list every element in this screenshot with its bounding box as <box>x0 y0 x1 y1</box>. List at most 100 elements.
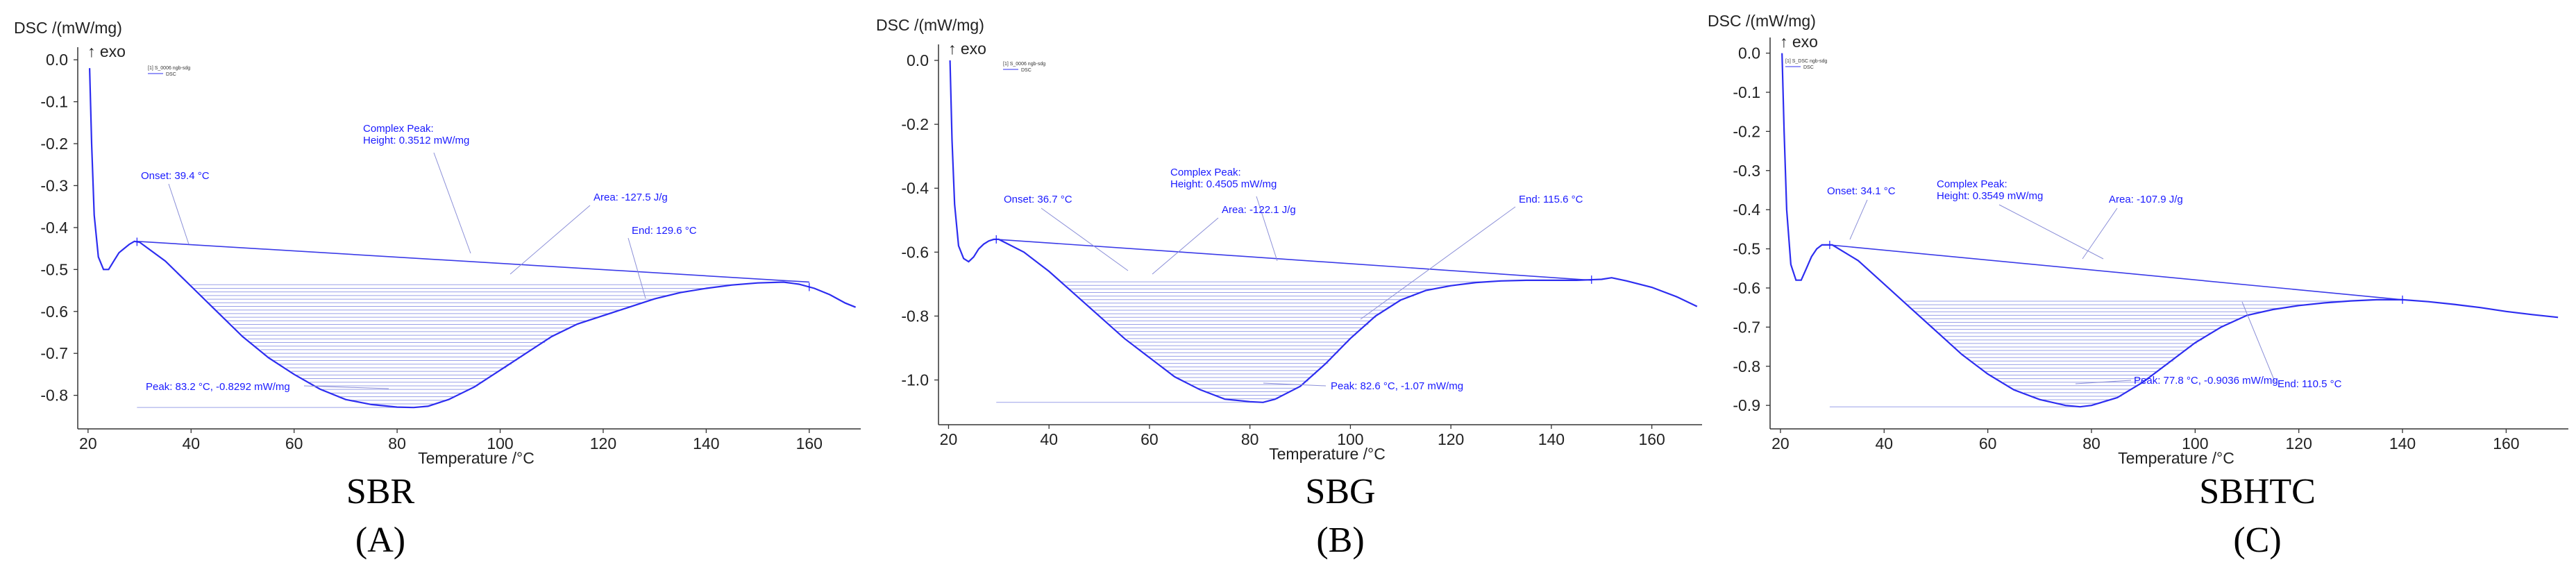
complex-peak-leader <box>1256 196 1278 262</box>
x-tick-label: 100 <box>487 434 513 452</box>
y-tick-label: -0.6 <box>901 243 929 261</box>
y-tick-label: -0.2 <box>1733 122 1760 140</box>
y-tick-label: -0.1 <box>40 93 68 111</box>
onset-label: Onset: 34.1 °C <box>1827 185 1896 197</box>
peak-label: Peak: 82.6 °C, -1.07 mW/mg <box>1331 380 1463 392</box>
x-tick-label: 140 <box>1538 430 1565 448</box>
exo-direction-label: ↑ exo <box>87 42 126 60</box>
end-leader <box>1360 206 1516 320</box>
exo-direction-label: ↑ exo <box>1780 33 1818 51</box>
legend-series-label: DSC <box>1803 65 1814 70</box>
peak-annotations: Complex Peak:Height: 0.4505 mW/mg Onset: … <box>1004 167 1583 392</box>
y-tick-label: -0.5 <box>40 260 68 278</box>
x-tick-label: 160 <box>796 434 823 452</box>
y-tick-label: -0.8 <box>901 307 929 325</box>
y-tick-label: -0.3 <box>40 176 68 194</box>
area-label: Area: -127.5 J/g <box>594 192 668 203</box>
onset-label: Onset: 39.4 °C <box>141 170 210 182</box>
peak-label: Peak: 77.8 °C, -0.9036 mW/mg <box>2134 375 2278 387</box>
peak-area-hatching <box>137 284 736 408</box>
dsc-curve <box>949 60 1698 403</box>
y-axis-label: DSC /(mW/mg) <box>1708 12 1816 30</box>
x-axis-label: Temperature /°C <box>1269 445 1386 463</box>
area-label: Area: -122.1 J/g <box>1222 204 1296 216</box>
y-tick-label: -0.9 <box>1733 396 1760 414</box>
x-tick-label: 40 <box>182 434 200 452</box>
y-tick-label: -0.1 <box>1733 83 1760 101</box>
y-axis-label: DSC /(mW/mg) <box>14 19 122 37</box>
y-tick-label: -0.6 <box>40 303 68 321</box>
x-tick-label: 40 <box>1875 434 1893 452</box>
x-tick-label: 140 <box>2389 434 2416 452</box>
peak-leader <box>303 385 389 389</box>
y-tick-label: -0.4 <box>901 179 929 197</box>
onset-label: Onset: 36.7 °C <box>1004 194 1072 205</box>
y-tick-label: -0.4 <box>1733 201 1760 219</box>
peak-annotations: Complex Peak:Height: 0.3549 mW/mg Onset: … <box>1827 178 2342 390</box>
x-tick-label: 100 <box>1337 430 1363 448</box>
dsc-curve <box>1781 53 2559 408</box>
x-tick-label: 120 <box>1438 430 1464 448</box>
panel-caption-name: SBR <box>346 472 415 511</box>
legend-sample-label: [1] S_0006 ngb-sdg <box>1003 62 1045 67</box>
onset-leader <box>168 183 190 245</box>
y-tick-label: 0.0 <box>46 51 68 69</box>
y-tick-label: 0.0 <box>907 51 929 69</box>
integration-baseline <box>1829 244 2403 300</box>
y-tick-label: 0.0 <box>1738 44 1760 62</box>
end-label: End: 115.6 °C <box>1519 194 1583 205</box>
panel-caption-name: SBG <box>1305 472 1375 511</box>
end-label: End: 129.6 °C <box>632 225 697 237</box>
y-tick-label: -0.8 <box>1733 357 1760 375</box>
onset-leader <box>1849 199 1868 240</box>
peak-height-label: Height: 0.4505 mW/mg <box>1170 178 1277 190</box>
x-tick-label: 20 <box>79 434 97 452</box>
onset-leader <box>1041 207 1129 271</box>
legend-series-label: DSC <box>166 72 176 77</box>
y-tick-label: -0.2 <box>40 135 68 153</box>
x-tick-label: 80 <box>1241 430 1259 448</box>
x-tick-label: 60 <box>285 434 303 452</box>
dsc-panel-c: 0.0 -0.1 -0.2 -0.3 -0.4 -0.5 -0.6 -0.7 -0.8 -0.9 2… <box>1708 12 2568 560</box>
dsc-curve <box>89 68 857 409</box>
x-tick-label: 160 <box>1638 430 1665 448</box>
complex-peak-label: Complex Peak: <box>1170 167 1241 178</box>
dsc-panel-b: 0.0 -0.2 -0.4 -0.6 -0.8 -1.0 20 40 60 80 100 120 140… <box>876 16 1702 560</box>
y-tick-label: -0.7 <box>40 344 68 362</box>
peak-leader <box>2075 380 2132 384</box>
y-tick-label: -0.7 <box>1733 318 1760 336</box>
y-tick-label: -1.0 <box>901 371 929 389</box>
x-tick-label: 140 <box>693 434 719 452</box>
end-label: End: 110.5 °C <box>2278 378 2342 390</box>
area-leader <box>2082 207 2118 260</box>
end-leader <box>2241 301 2276 384</box>
exo-direction-label: ↑ exo <box>948 40 986 58</box>
dsc-panel-a: 0.0 -0.1 -0.2 -0.3 -0.4 -0.5 -0.6 -0.7 -0.8 20 40 6… <box>14 19 861 560</box>
complex-peak-leader <box>433 152 471 254</box>
x-tick-label: 20 <box>1771 434 1790 452</box>
legend-sample-label: [1] S_0006 ngb-sdg <box>148 66 190 71</box>
x-tick-label: 80 <box>2082 434 2101 452</box>
peak-annotations: Complex Peak:Height: 0.3512 mW/mg Onset: … <box>141 123 697 393</box>
complex-peak-label: Complex Peak: <box>1937 178 2007 190</box>
x-tick-label: 20 <box>940 430 958 448</box>
x-tick-label: 120 <box>590 434 616 452</box>
legend-series-label: DSC <box>1021 68 1032 73</box>
area-label: Area: -107.9 J/g <box>2109 194 2183 205</box>
legend-sample-label: [1] S_DSC ngb-sdg <box>1785 59 1827 64</box>
panel-caption-name: SBHTC <box>2199 472 2316 511</box>
y-tick-label: -0.4 <box>40 219 68 237</box>
complex-peak-leader <box>1998 204 2104 260</box>
end-leader <box>628 237 646 299</box>
y-tick-label: -0.8 <box>40 387 68 405</box>
integration-baseline <box>137 241 809 283</box>
x-tick-label: 40 <box>1040 430 1058 448</box>
peak-height-label: Height: 0.3512 mW/mg <box>363 135 469 146</box>
y-tick-label: -0.5 <box>1733 240 1760 258</box>
area-leader <box>1152 217 1219 275</box>
x-tick-label: 60 <box>1140 430 1159 448</box>
area-leader <box>510 205 591 275</box>
